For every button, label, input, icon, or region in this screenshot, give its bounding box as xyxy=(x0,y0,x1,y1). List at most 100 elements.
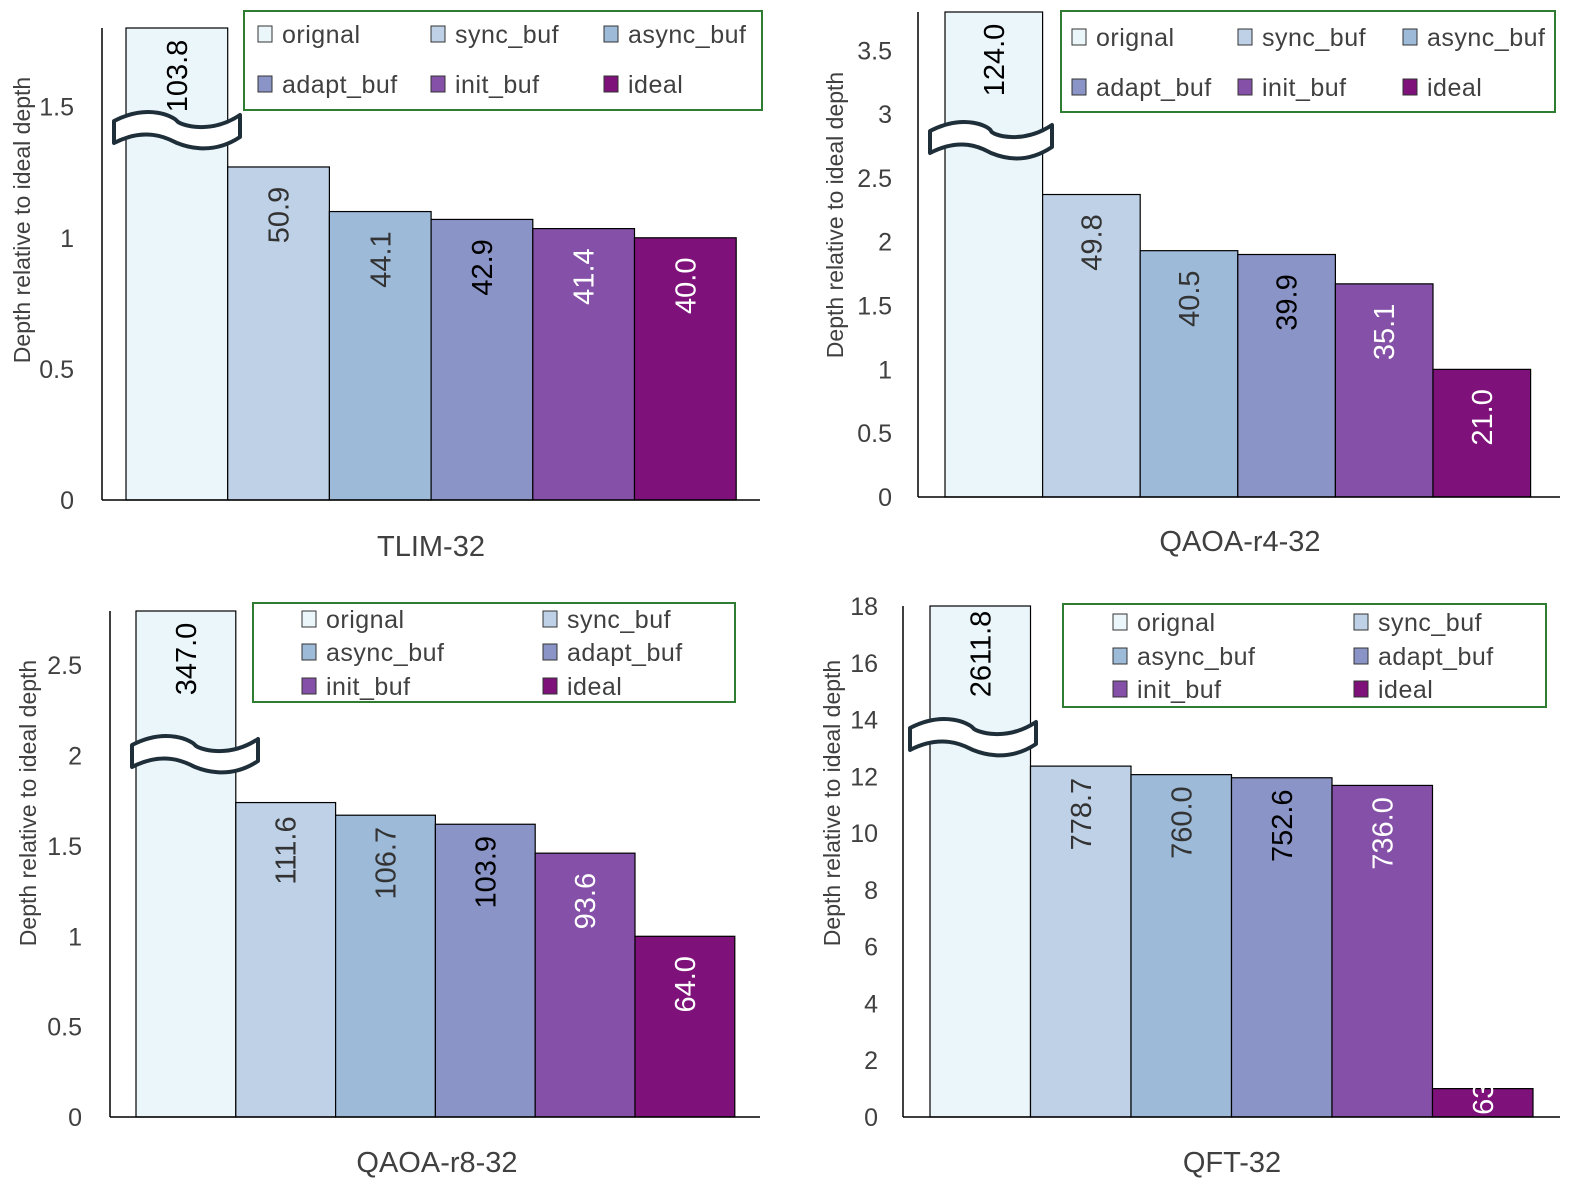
bar-value-label: 752.6 xyxy=(1267,789,1299,862)
bar-sync_buf xyxy=(227,166,330,501)
bar-orignal xyxy=(125,27,229,501)
y-tick-label: 3 xyxy=(878,101,892,129)
bar-value-label: 39.9 xyxy=(1272,274,1304,330)
bar-value-label: 347.0 xyxy=(171,623,203,696)
y-axis-title: Depth relative to ideal depth xyxy=(15,660,41,946)
legend-entry-ideal: ideal xyxy=(1427,74,1482,102)
axis-break-marker xyxy=(908,717,1038,758)
legend-entry-async_buf: async_buf xyxy=(1427,24,1545,52)
y-tick-label: 1.5 xyxy=(47,833,82,861)
y-tick-label: 10 xyxy=(850,820,878,848)
y-tick-label: 0.5 xyxy=(47,1014,82,1042)
legend-swatch-init_buf xyxy=(430,75,446,93)
legend: orignal sync_buf async_buf adapt_buf init_bu… xyxy=(243,10,763,111)
y-axis-title: Depth relative to ideal depth xyxy=(819,660,845,946)
legend-entry-async_buf: async_buf xyxy=(628,21,746,49)
x-axis-label: QAOA-r4-32 xyxy=(1159,526,1320,558)
bar-ideal xyxy=(634,935,736,1118)
axis-break-marker xyxy=(130,734,260,775)
legend-entry-adapt_buf: adapt_buf xyxy=(1096,74,1212,102)
bar-value-label: 40.0 xyxy=(670,258,702,314)
y-tick-label: 2 xyxy=(878,229,892,257)
y-tick-label: 8 xyxy=(864,877,878,905)
bar-value-label: 778.7 xyxy=(1066,778,1098,851)
legend-entry-adapt_buf: adapt_buf xyxy=(567,639,683,667)
legend-swatch-orignal xyxy=(1112,613,1128,631)
bar-async_buf xyxy=(1139,250,1239,498)
bar-async_buf xyxy=(328,210,432,501)
bar-orignal xyxy=(929,605,1032,1118)
bar-init_buf xyxy=(1331,784,1434,1118)
legend-entry-adapt_buf: adapt_buf xyxy=(282,71,398,99)
bar-value-label: 736.0 xyxy=(1367,797,1399,870)
bar-value-label: 41.4 xyxy=(569,248,601,304)
legend-entry-async_buf: async_buf xyxy=(326,639,444,667)
legend-swatch-sync_buf xyxy=(542,610,558,628)
y-tick-label: 0 xyxy=(60,487,74,515)
legend-entry-adapt_buf: adapt_buf xyxy=(1378,643,1494,671)
legend: orignal sync_buf async_buf adapt_buf init_bu… xyxy=(252,602,736,703)
bar-adapt_buf xyxy=(430,218,534,501)
bar-value-label: 111.6 xyxy=(271,816,303,884)
y-tick-label: 2.5 xyxy=(857,165,892,193)
legend-entry-async_buf: async_buf xyxy=(1137,643,1255,671)
legend-swatch-sync_buf xyxy=(1353,613,1369,631)
legend-swatch-sync_buf xyxy=(430,25,446,43)
y-axis-title: Depth relative to ideal depth xyxy=(822,72,848,358)
bar-value-label: 760.0 xyxy=(1166,786,1198,859)
legend-swatch-adapt_buf xyxy=(1071,78,1087,96)
legend-swatch-ideal xyxy=(1402,78,1418,96)
x-axis-label: QAOA-r8-32 xyxy=(356,1147,517,1179)
bar-value-label: 42.9 xyxy=(467,239,499,295)
y-tick-label: 4 xyxy=(864,990,878,1018)
y-tick-label: 1.5 xyxy=(857,293,892,321)
bar-init_buf xyxy=(534,852,636,1118)
legend-entry-ideal: ideal xyxy=(628,71,683,99)
legend-swatch-adapt_buf xyxy=(1353,647,1369,665)
bar-value-label: 64.0 xyxy=(670,956,702,1012)
y-tick-label: 1 xyxy=(878,356,892,384)
legend: orignal sync_buf async_buf adapt_buf init_bu… xyxy=(1062,603,1547,708)
legend-swatch-ideal xyxy=(542,677,558,695)
legend-entry-sync_buf: sync_buf xyxy=(1262,24,1366,52)
legend-swatch-ideal xyxy=(603,75,619,93)
legend-swatch-sync_buf xyxy=(1237,28,1253,46)
legend-entry-sync_buf: sync_buf xyxy=(1378,609,1482,637)
legend-entry-init_buf: init_buf xyxy=(1137,676,1222,704)
bar-value-label: 2611.8 xyxy=(965,611,997,698)
legend-swatch-orignal xyxy=(1071,28,1087,46)
legend-entry-sync_buf: sync_buf xyxy=(567,606,671,634)
legend: orignal sync_buf async_buf adapt_buf init_bu… xyxy=(1060,10,1556,113)
legend-box xyxy=(1062,603,1547,708)
legend-entry-init_buf: init_buf xyxy=(455,71,540,99)
y-tick-label: 0 xyxy=(68,1104,82,1132)
legend-entry-orignal: orignal xyxy=(282,21,361,49)
legend-entry-orignal: orignal xyxy=(1137,609,1216,637)
legend-box xyxy=(252,602,736,703)
legend-swatch-orignal xyxy=(257,25,273,43)
y-axis-title: Depth relative to ideal depth xyxy=(9,77,35,363)
y-tick-label: 2 xyxy=(68,743,82,771)
legend-box xyxy=(243,10,763,111)
bar-ideal xyxy=(1431,1088,1534,1118)
y-tick-label: 0 xyxy=(878,484,892,512)
bar-value-label: 44.1 xyxy=(365,231,397,287)
axis-break-marker xyxy=(112,110,242,151)
y-tick-label: 0 xyxy=(864,1104,878,1132)
legend-swatch-init_buf xyxy=(1112,680,1128,698)
bar-init_buf xyxy=(1334,283,1434,498)
bar-value-label: 21.0 xyxy=(1467,389,1499,445)
legend-swatch-async_buf xyxy=(603,25,619,43)
bar-ideal xyxy=(633,237,737,501)
legend-swatch-async_buf xyxy=(1112,647,1128,665)
legend-entry-ideal: ideal xyxy=(1378,676,1433,704)
bar-value-label: 106.7 xyxy=(371,827,403,900)
bar-async_buf xyxy=(335,814,437,1118)
bar-value-label: 93.6 xyxy=(570,873,602,929)
legend-swatch-init_buf xyxy=(1237,78,1253,96)
bar-value-label: 35.1 xyxy=(1369,304,1401,360)
bar-adapt_buf xyxy=(434,823,536,1118)
bar-value-label: 40.5 xyxy=(1174,270,1206,326)
bar-sync_buf xyxy=(1029,765,1132,1118)
